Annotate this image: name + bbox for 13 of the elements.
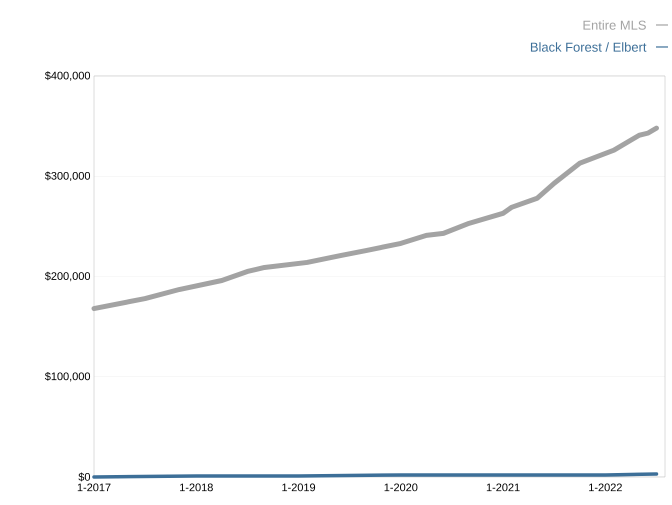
legend-label: Entire MLS — [583, 20, 646, 30]
y-tick-label: $400,000 — [44, 71, 90, 81]
x-tick-label: 1-2019 — [282, 484, 316, 492]
y-tick-label: $0 — [78, 472, 90, 482]
x-tick-label: 1-2022 — [589, 484, 622, 492]
x-tick-label: 1-2018 — [180, 484, 213, 492]
x-tick-label: 1-2020 — [384, 484, 418, 492]
legend-label: Black Forest / Elbert — [530, 42, 646, 52]
y-tick-label: $300,000 — [44, 171, 90, 181]
x-tick-label: 1-2017 — [78, 484, 111, 492]
x-tick-label: 1-2021 — [486, 484, 520, 492]
y-tick-label: $100,000 — [44, 372, 90, 382]
y-tick-label: $200,000 — [44, 272, 90, 282]
